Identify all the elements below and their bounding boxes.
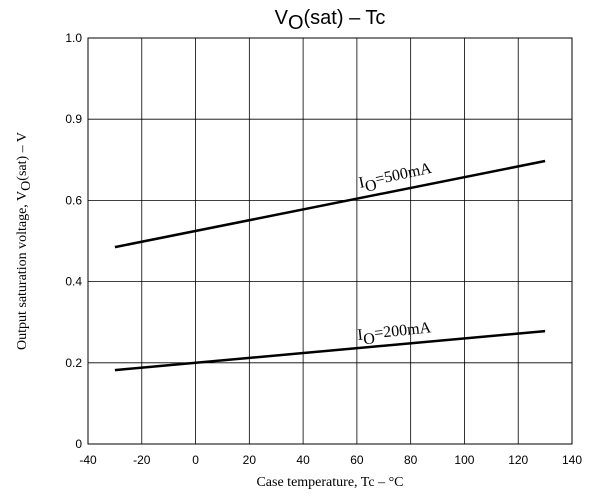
x-tick-label: -20 bbox=[133, 453, 151, 467]
title-rest: (sat) – Tc bbox=[304, 7, 386, 29]
x-tick-label: 100 bbox=[454, 453, 474, 467]
y-tick-label: 0.9 bbox=[65, 112, 82, 126]
series-line bbox=[114, 329, 546, 372]
x-tick-label: 0 bbox=[192, 453, 199, 467]
y-tick-label: 0.6 bbox=[65, 193, 82, 207]
title-main: V bbox=[275, 7, 289, 29]
x-tick-label: 60 bbox=[350, 453, 364, 467]
x-tick-label: 140 bbox=[562, 453, 582, 467]
y-tick-label: 0.2 bbox=[65, 356, 82, 370]
title-sub: O bbox=[288, 12, 304, 34]
series-line bbox=[114, 159, 546, 249]
series-label: IO=200mA bbox=[357, 319, 433, 349]
series-label-sub: O bbox=[364, 177, 379, 196]
y-axis-label: Output saturation voltage, VO(sat) – V bbox=[15, 132, 34, 350]
series-label-main: I bbox=[357, 327, 364, 344]
y-label-sub: O bbox=[19, 181, 34, 191]
x-tick-label: 80 bbox=[404, 453, 418, 467]
plot-frame bbox=[87, 37, 573, 445]
x-tick-label: -40 bbox=[79, 453, 97, 467]
chart-title: VO(sat) – Tc bbox=[275, 7, 386, 34]
series-label-main: I bbox=[357, 174, 366, 192]
y-tick-label: 0 bbox=[75, 437, 82, 451]
y-tick-label: 1.0 bbox=[65, 31, 82, 45]
series-label-rest: =200mA bbox=[373, 319, 432, 342]
y-label-main: Output saturation voltage, V bbox=[15, 191, 30, 350]
y-label-rest: (sat) – V bbox=[15, 132, 30, 181]
series-label-sub: O bbox=[362, 330, 375, 348]
x-tick-label: 20 bbox=[243, 453, 257, 467]
x-tick-label: 40 bbox=[296, 453, 310, 467]
x-tick-label: 120 bbox=[508, 453, 528, 467]
y-tick-label: 0.4 bbox=[65, 275, 82, 289]
x-axis-label: Case temperature, Tc – °C bbox=[256, 475, 403, 490]
